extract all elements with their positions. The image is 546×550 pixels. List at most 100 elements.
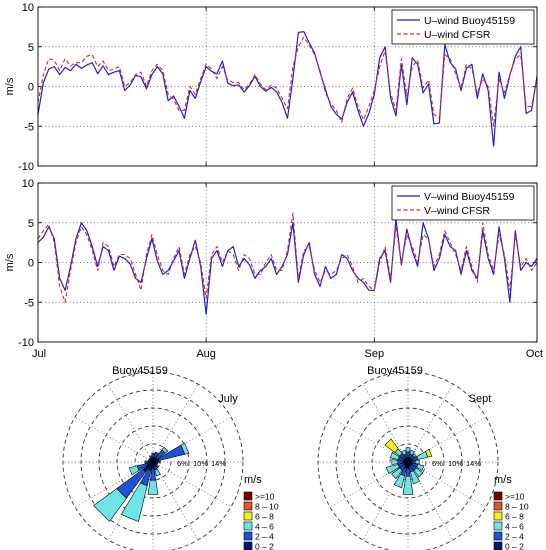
rose-petal: [148, 457, 152, 461]
legend-label: U–wind Buoy45159: [424, 15, 515, 27]
rose-petal: [144, 460, 150, 464]
legend: U–wind Buoy45159 U–wind CFSR: [391, 9, 535, 45]
y-tick-label: -10: [18, 337, 34, 349]
rose-legend-label: 2 – 4: [505, 532, 524, 542]
rose-ring: [80, 389, 226, 535]
rose-petal: [154, 468, 161, 477]
rose-ring: [98, 407, 208, 517]
legend-label: V–wind Buoy45159: [424, 191, 515, 203]
rose-ring: [62, 371, 244, 550]
rose-legend-label: 6 – 8: [255, 512, 274, 522]
rose-petal: [389, 452, 400, 460]
rose-legend-label: 8 – 10: [255, 502, 279, 512]
rose-ring-label: 14%: [211, 459, 226, 468]
rose-legend-swatch: [493, 491, 503, 501]
rose-legend-swatch: [243, 521, 253, 531]
y-tick-label: 10: [22, 178, 34, 190]
rose-legend-label: >=10: [505, 492, 525, 502]
rose-legend-swatch: [243, 541, 253, 550]
rose-petal: [93, 488, 127, 522]
rose-legend-swatch: [493, 521, 503, 531]
rose-legend-label: 0 – 2: [505, 542, 524, 550]
rose-ring: [353, 407, 463, 517]
rose-ring: [317, 371, 499, 550]
rose-spoke: [152, 461, 199, 541]
rose-petal: [161, 446, 169, 454]
rose-legend-title: m/s: [494, 474, 512, 486]
legend-box: [391, 185, 535, 221]
rose-petal: [151, 452, 155, 459]
u-wind-panel: -10 -5 0 5 10 m/s U–wind Buoy45159 U–wind CFSR: [4, 2, 538, 173]
rose-petal: [180, 442, 190, 455]
series-line-cfsr: [37, 36, 538, 127]
rose-legend-label: 0 – 2: [255, 542, 274, 550]
rose-july: 6% 10% 14% Buoy45159 July m/s >=108 – 106 – 84…: [62, 365, 279, 550]
rose-ring: [335, 389, 481, 535]
y-axis-label: m/s: [4, 253, 16, 271]
time-series-panels: -10 -5 0 5 10 m/s U–wind Buoy45159 U–wind CFSR -…: [4, 2, 543, 360]
rose-petal: [153, 451, 159, 459]
plot-frame: [37, 6, 538, 167]
y-tick-label: -10: [18, 161, 34, 173]
rose-legend-swatch: [243, 491, 253, 501]
rose-legend-label: 6 – 8: [505, 512, 524, 522]
rose-legend-swatch: [243, 501, 253, 511]
rose-period: Sept: [469, 393, 492, 405]
rose-legend-label: 4 – 6: [255, 522, 274, 532]
rose-legend-swatch: [493, 511, 503, 521]
legend-box: [391, 9, 535, 45]
rose-ring-label: 6%: [432, 459, 443, 468]
legend-label: U–wind CFSR: [424, 29, 491, 41]
rose-petal: [384, 438, 399, 453]
rose-petal: [120, 482, 148, 523]
rose-petal: [425, 448, 433, 458]
rose-title: Buoy45159: [367, 365, 423, 377]
rose-petal: [402, 475, 414, 495]
rose-petal: [410, 470, 421, 485]
rose-petal: [409, 449, 415, 456]
rose-spoke: [107, 383, 154, 463]
rose-ring-label: 6%: [177, 459, 188, 468]
rose-spoke: [152, 461, 232, 508]
rose-ring-label: 14%: [466, 459, 481, 468]
y-axis-label: m/s: [4, 77, 16, 95]
rose-legend-swatch: [493, 501, 503, 511]
rose-petal: [385, 464, 400, 475]
rose-petal: [393, 473, 405, 489]
rose-sept: 6% 10% 14% Buoy45159 Sept m/s >=108 – 106 – 84…: [317, 365, 529, 550]
x-tick-label: Jul: [32, 348, 46, 360]
x-tick-label: Sep: [364, 348, 384, 360]
y-tick-label: -5: [24, 121, 34, 133]
rose-petal: [154, 463, 160, 469]
y-tick-label: 5: [28, 218, 34, 230]
rose-legend-swatch: [493, 541, 503, 550]
series-line-cfsr: [37, 212, 538, 303]
rose-petal: [413, 467, 424, 478]
rose-petal: [154, 462, 159, 465]
x-tick-label: Oct: [526, 348, 543, 360]
rose-petal: [128, 465, 140, 476]
rose-petal: [391, 459, 399, 465]
rose-legend-swatch: [493, 531, 503, 541]
y-tick-label: 0: [28, 258, 34, 270]
rose-petal: [147, 459, 152, 462]
rose-legend-label: 8 – 10: [505, 502, 529, 512]
v-wind-panel: -10 -5 0 5 10 Jul Aug Sep Oct m/s V–wind Buoy45159…: [4, 178, 543, 360]
rose-petal: [405, 447, 411, 453]
rose-ring-label: 10%: [193, 459, 208, 468]
rose-spoke: [407, 383, 454, 463]
y-tick-label: -5: [24, 297, 34, 309]
x-tick-label: Aug: [196, 348, 216, 360]
plot-frame: [37, 182, 538, 343]
rose-spoke: [74, 416, 154, 463]
rose-legend-title: m/s: [244, 474, 262, 486]
legend-label: V–wind CFSR: [424, 205, 490, 217]
rose-legend-label: >=10: [255, 492, 275, 502]
rose-petal: [412, 453, 417, 458]
rose-petal: [391, 467, 403, 479]
rose-petal: [147, 479, 159, 495]
rose-petal: [401, 449, 407, 456]
y-tick-label: 10: [22, 2, 34, 14]
